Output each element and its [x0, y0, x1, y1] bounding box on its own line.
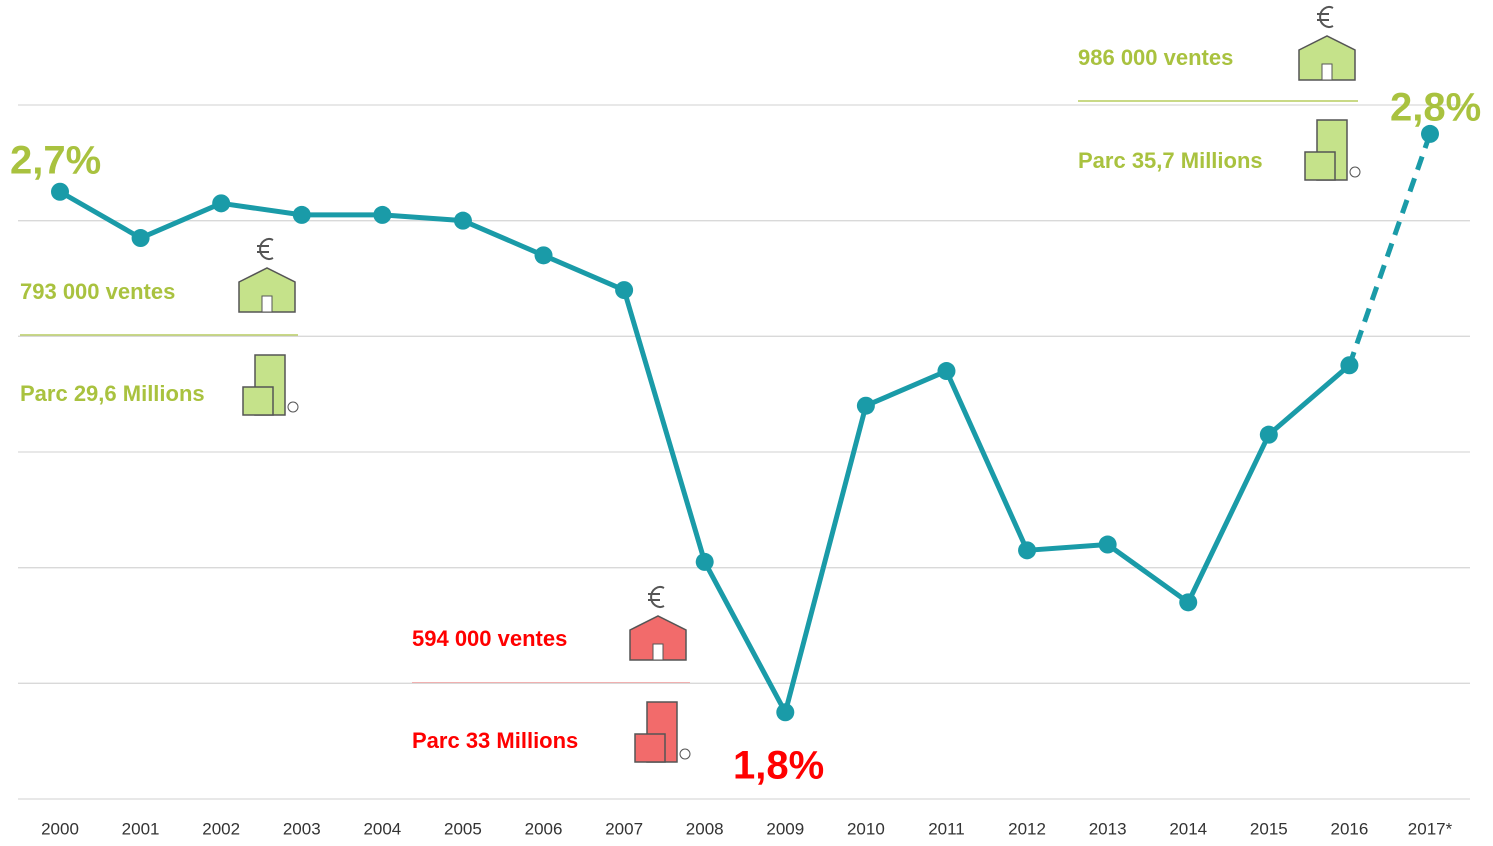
x-tick-label: 2014	[1169, 819, 1207, 838]
x-tick-label: 2002	[202, 819, 240, 838]
x-tick-label: 2008	[686, 819, 724, 838]
annotation: Parc 33 Millions	[412, 728, 578, 753]
x-tick-label: 2013	[1089, 819, 1127, 838]
point	[776, 703, 795, 722]
annotation: 1,8%	[733, 744, 824, 788]
point	[937, 362, 956, 381]
euro-sign	[648, 586, 665, 608]
x-tick-label: 2012	[1008, 819, 1046, 838]
projected-line	[1347, 133, 1433, 367]
house-door	[652, 643, 664, 661]
x-tick-label: 2015	[1250, 819, 1288, 838]
tree-icon	[287, 401, 299, 413]
annotation: Parc 29,6 Millions	[20, 381, 205, 406]
x-tick-label: 2016	[1330, 819, 1368, 838]
x-tick-label: 2017*	[1408, 819, 1453, 838]
icons	[20, 6, 1361, 763]
euro-sign	[1317, 6, 1334, 28]
house-icon	[238, 267, 296, 313]
annotation: 594 000 ventes	[412, 626, 567, 651]
point	[1421, 124, 1439, 143]
point	[534, 246, 553, 265]
annotation: 2,8%	[1390, 86, 1481, 130]
point	[373, 205, 392, 224]
house-icon	[1298, 35, 1356, 81]
point	[695, 552, 714, 571]
x-tick-label: 2000	[41, 819, 79, 838]
point	[1098, 535, 1117, 554]
x-tick-label: 2011	[928, 819, 965, 838]
point	[292, 205, 311, 224]
x-tick-label: 2003	[283, 819, 321, 838]
point	[1259, 425, 1278, 444]
annotation: 986 000 ventes	[1078, 45, 1233, 70]
point	[1018, 541, 1037, 560]
point	[615, 281, 634, 300]
x-tick-label: 2010	[847, 819, 885, 838]
building-icon	[634, 733, 666, 763]
house-door	[261, 295, 273, 313]
building-icon	[1304, 151, 1336, 181]
annotation: Parc 35,7 Millions	[1078, 148, 1263, 173]
x-tick-label: 2009	[766, 819, 804, 838]
tree-icon	[1349, 166, 1361, 178]
x-tick-label: 2007	[605, 819, 643, 838]
x-tick-label: 2006	[525, 819, 563, 838]
annotation: 793 000 ventes	[20, 279, 175, 304]
point	[453, 211, 472, 230]
x-tick-label: 2004	[363, 819, 401, 838]
building-icon	[242, 386, 274, 416]
point	[1340, 356, 1359, 375]
x-tick-label: 2005	[444, 819, 482, 838]
point	[1179, 593, 1198, 612]
x-tick-label: 2001	[122, 819, 160, 838]
point	[51, 182, 69, 201]
house-icon	[629, 615, 687, 661]
tree-icon	[679, 748, 691, 760]
point	[131, 229, 150, 248]
house-door	[1321, 63, 1333, 81]
point	[856, 396, 875, 415]
annotation: 2,7%	[10, 139, 101, 183]
euro-sign	[257, 238, 274, 260]
point	[212, 194, 231, 213]
